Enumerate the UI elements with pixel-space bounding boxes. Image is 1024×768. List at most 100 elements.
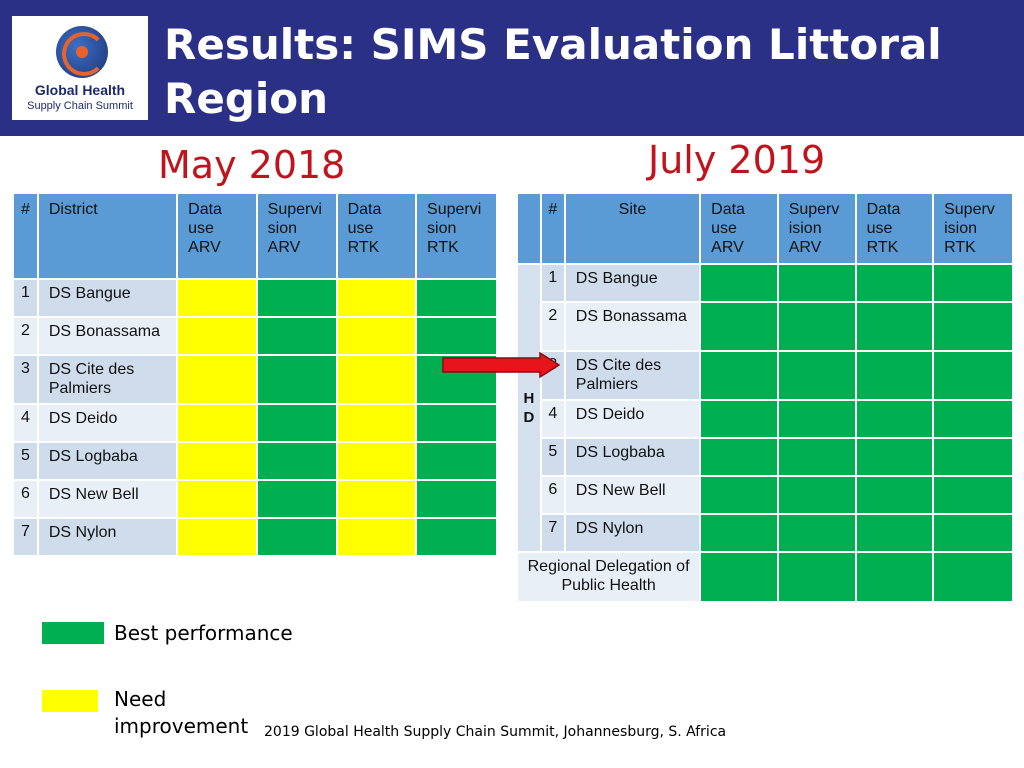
row-number: 2 <box>12 316 39 356</box>
status-supervision-rtk <box>932 475 1014 515</box>
status-data-use-arv <box>176 403 258 443</box>
status-data-use-rtk <box>335 316 418 356</box>
district-name: DS Logbaba <box>36 441 179 481</box>
row-number: 7 <box>12 517 39 557</box>
status-data-use-arv <box>699 350 779 401</box>
status-data-use-arv <box>699 437 779 477</box>
status-data-use-arv <box>699 475 779 515</box>
status-data-use-arv <box>699 513 779 553</box>
status-data-use-rtk <box>335 403 418 443</box>
status-supervision-arv <box>776 399 857 439</box>
logo-text-line1: Global Health <box>34 82 126 98</box>
row-number: 3 <box>12 354 39 405</box>
status-data-use-arv <box>699 551 779 603</box>
status-supervision-rtk <box>415 517 498 557</box>
table-may-2018: # District Data use ARV Supervi sion ARV… <box>12 192 498 557</box>
status-data-use-rtk <box>854 551 935 603</box>
col-header-supervision-rtk: Supervi sion RTK <box>415 192 498 280</box>
status-supervision-arv <box>255 441 338 481</box>
table-row: 2 DS Bonassama <box>517 301 1014 352</box>
status-data-use-arv <box>176 517 258 557</box>
status-data-use-arv <box>699 399 779 439</box>
district-name: DS Deido <box>36 403 179 443</box>
row-number: 4 <box>539 399 566 439</box>
status-supervision-arv <box>255 517 338 557</box>
col-header-data-use-arv: Data use ARV <box>699 192 779 265</box>
legend-swatch-best <box>42 622 104 644</box>
status-data-use-rtk <box>854 350 935 401</box>
col-header-num: # <box>539 192 566 265</box>
col-header-supervision-arv: Superv ision ARV <box>776 192 857 265</box>
site-name: DS New Bell <box>563 475 702 515</box>
status-data-use-arv <box>699 301 779 352</box>
col-header-site: Site <box>563 192 702 265</box>
status-data-use-rtk <box>854 475 935 515</box>
status-supervision-arv <box>776 301 857 352</box>
col-header-group <box>516 192 542 265</box>
legend-label-best: Best performance <box>114 621 293 645</box>
status-data-use-rtk <box>854 513 935 553</box>
table-row: 7 DS Nylon <box>517 513 1014 553</box>
status-supervision-arv <box>255 479 338 519</box>
table-row: 6 DS New Bell <box>12 479 498 519</box>
col-header-district: District <box>36 192 179 280</box>
status-data-use-arv <box>176 354 258 405</box>
table-row: 5 DS Logbaba <box>517 437 1014 477</box>
site-name: DS Bangue <box>563 263 702 303</box>
subtitle-july-2019: July 2019 <box>648 138 826 182</box>
site-name: DS Cite des Palmiers <box>563 350 702 401</box>
row-number: 5 <box>12 441 39 481</box>
status-data-use-rtk <box>335 479 418 519</box>
col-header-data-use-rtk: Data use RTK <box>335 192 418 280</box>
status-supervision-rtk <box>415 479 498 519</box>
row-number: 1 <box>539 263 566 303</box>
table-row: 7 DS Nylon <box>12 517 498 557</box>
col-header-data-use-rtk: Data use RTK <box>854 192 935 265</box>
status-data-use-rtk <box>335 278 418 318</box>
globe-icon <box>56 26 108 78</box>
district-name: DS Cite des Palmiers <box>36 354 179 405</box>
subtitle-may-2018: May 2018 <box>158 143 346 187</box>
status-data-use-arv <box>699 263 779 303</box>
table-row: 4 DS Deido <box>517 399 1014 439</box>
district-name: DS Nylon <box>36 517 179 557</box>
status-supervision-arv <box>255 403 338 443</box>
status-supervision-arv <box>776 551 857 603</box>
status-data-use-arv <box>176 316 258 356</box>
row-number: 2 <box>539 301 566 352</box>
status-supervision-rtk <box>415 441 498 481</box>
district-name: DS New Bell <box>36 479 179 519</box>
status-data-use-arv <box>176 479 258 519</box>
status-data-use-rtk <box>335 441 418 481</box>
status-supervision-rtk <box>932 301 1014 352</box>
status-data-use-rtk <box>854 399 935 439</box>
table-row-regional: Regional Delegation of Public Health <box>515 551 1014 603</box>
status-supervision-arv <box>776 350 857 401</box>
status-supervision-arv <box>776 475 857 515</box>
status-supervision-rtk <box>932 399 1014 439</box>
row-number: 4 <box>12 403 39 443</box>
row-number: 6 <box>539 475 566 515</box>
table-row: 1 DS Bangue <box>12 278 498 318</box>
page-title: Results: SIMS Evaluation Littoral Region <box>164 20 942 123</box>
table-row: H D 1 DS Bangue <box>516 263 1014 553</box>
group-label-hd: H D <box>516 263 542 553</box>
col-header-num: # <box>12 192 39 280</box>
site-name: DS Logbaba <box>563 437 702 477</box>
table-header-row: # District Data use ARV Supervi sion ARV… <box>12 192 498 280</box>
district-name: DS Bonassama <box>36 316 179 356</box>
status-supervision-rtk <box>932 263 1014 303</box>
status-supervision-rtk <box>932 350 1014 401</box>
status-data-use-rtk <box>335 354 418 405</box>
status-supervision-rtk <box>932 551 1014 603</box>
status-data-use-rtk <box>335 517 418 557</box>
table-header-row: # Site Data use ARV Superv ision ARV Dat… <box>516 192 1014 265</box>
row-number: 5 <box>539 437 566 477</box>
site-name: DS Deido <box>563 399 702 439</box>
row-number: 6 <box>12 479 39 519</box>
table-july-2019: # Site Data use ARV Superv ision ARV Dat… <box>515 192 1014 603</box>
status-supervision-rtk <box>415 316 498 356</box>
right-arrow-icon <box>442 352 560 378</box>
table-row: 2 DS Bonassama <box>12 316 498 356</box>
